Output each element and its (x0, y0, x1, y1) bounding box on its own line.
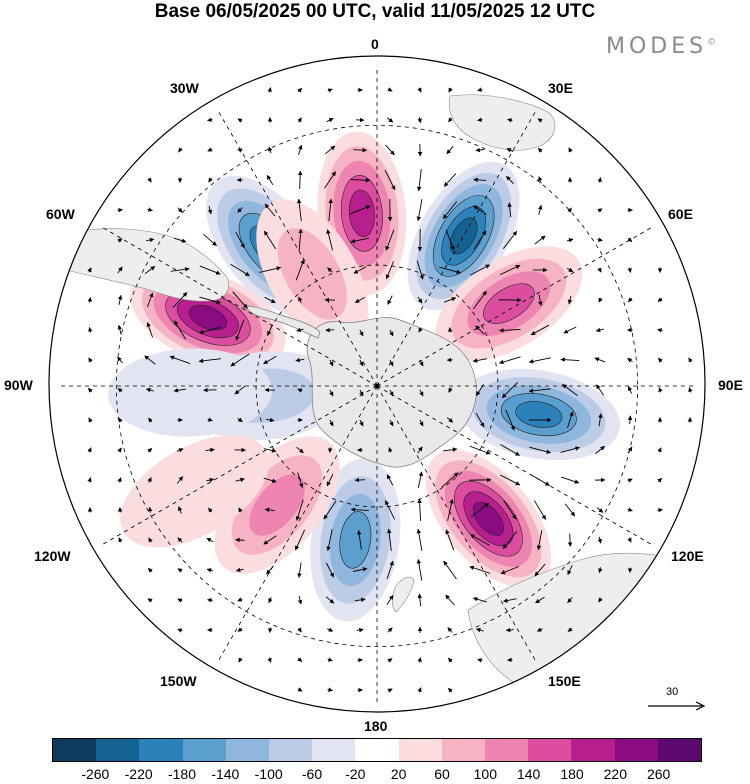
colorbar-tick-label: -260 (81, 766, 109, 782)
wind-arrow (270, 118, 271, 123)
reference-vector: 30 (646, 690, 706, 714)
colorbar-tick-label: -180 (168, 766, 196, 782)
lon-label-120e: 120E (671, 548, 704, 564)
colorbar-segment (658, 739, 701, 761)
south-pole-marker (375, 384, 379, 388)
colorbar-tick-label: -140 (211, 766, 239, 782)
reference-vector-label: 30 (666, 686, 678, 698)
wind-arrow (420, 229, 421, 251)
colorbar-tick-label: 100 (474, 766, 497, 782)
colorbar-tick-label: 180 (560, 766, 583, 782)
colorbar-segment (615, 739, 658, 761)
polar-stereographic-map (0, 0, 750, 735)
colorbar-segment (442, 739, 485, 761)
colorbar-segment (226, 739, 269, 761)
colorbar-segment (183, 739, 226, 761)
colorbar-segment (312, 739, 355, 761)
lon-label-30e: 30E (548, 80, 573, 96)
lon-label-60e: 60E (668, 206, 693, 222)
colorbar-segment (528, 739, 571, 761)
colorbar-tick-label: 140 (517, 766, 540, 782)
lon-label-0: 0 (371, 36, 379, 52)
colorbar-tick-label: -60 (302, 766, 322, 782)
colorbar-segment (355, 739, 398, 761)
wind-arrow (658, 510, 663, 511)
wind-arrow (355, 480, 365, 481)
lon-label-90w: 90W (4, 377, 33, 393)
lon-label-150e: 150E (548, 673, 581, 689)
colorbar-tick-label: 60 (434, 766, 450, 782)
colorbar-segment (399, 739, 442, 761)
colorbar-segment (269, 739, 312, 761)
colorbar-tick-label: -100 (255, 766, 283, 782)
lon-label-120w: 120W (34, 548, 71, 564)
lon-label-180: 180 (364, 718, 387, 734)
wind-arrow (90, 297, 91, 302)
colorbar-tick-label: 20 (391, 766, 407, 782)
lon-label-150w: 150W (160, 673, 197, 689)
wind-arrow (208, 600, 213, 601)
colorbar-tick-label: 220 (604, 766, 627, 782)
colorbar-segment (96, 739, 139, 761)
colorbar-segment (53, 739, 96, 761)
colorbar-segment (571, 739, 614, 761)
colorbar-tick-label: -20 (345, 766, 365, 782)
colorbar-ticks: -260 -220 -180 -140 -100 -60 -20 20 60 100 140 180 2… (0, 766, 750, 784)
lon-label-60w: 60W (46, 206, 75, 222)
wind-arrow (630, 568, 631, 573)
colorbar-tick-label: -220 (125, 766, 153, 782)
wind-arrow (570, 534, 571, 547)
wind-arrow (358, 660, 363, 661)
colorbar (52, 738, 702, 762)
colorbar-segment (139, 739, 182, 761)
lon-label-30w: 30W (170, 80, 199, 96)
lon-label-90e: 90E (718, 377, 743, 393)
colorbar-segment (485, 739, 528, 761)
colorbar-tick-label: 260 (647, 766, 670, 782)
